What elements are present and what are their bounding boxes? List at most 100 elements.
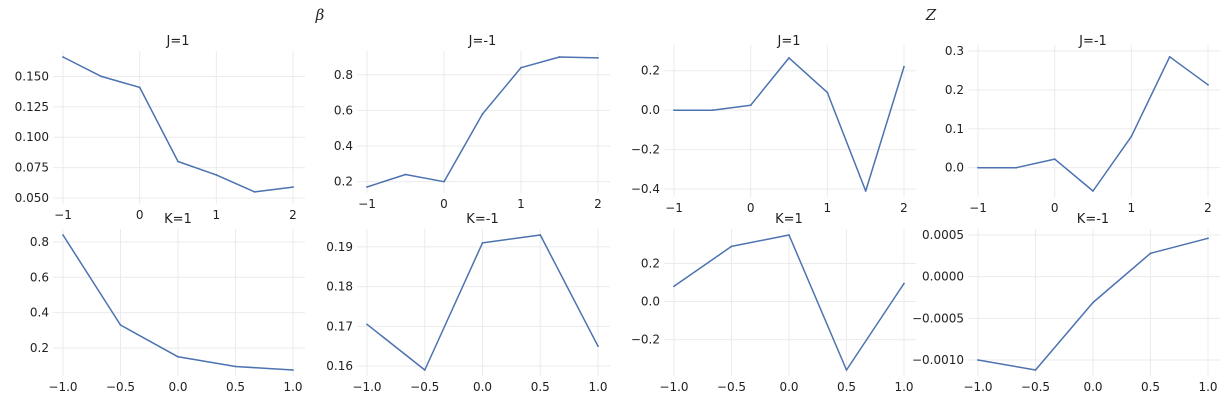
subplot-3: −0.4 −0.2 0.0 0.2 −1 0 1 2 J=1: [631, 34, 916, 215]
x-tick-label: 0.0: [779, 380, 798, 394]
x-tick-label: 1: [517, 197, 525, 211]
y-tick-label: 0.18: [326, 280, 353, 294]
data-point: [1053, 158, 1056, 161]
series-line: [366, 56, 599, 188]
data-point: [1092, 301, 1094, 304]
data-point: [520, 66, 522, 69]
x-tick-label: 2: [1204, 201, 1212, 215]
data-point: [366, 323, 368, 326]
data-point: [730, 245, 733, 248]
data-point: [215, 174, 218, 176]
data-point: [1034, 369, 1037, 371]
y-tick-label: 0.050: [15, 191, 49, 205]
x-tick-label: 0: [747, 201, 755, 215]
data-point: [539, 234, 542, 236]
x-tick-label: 1: [213, 208, 221, 222]
y-tick-label: 0.17: [326, 319, 353, 333]
y-tick-label: 0.0000: [922, 270, 964, 284]
y-tick-label: 0.075: [15, 161, 49, 175]
y-tick-label: 0.2: [334, 175, 353, 189]
data-point: [845, 369, 848, 371]
series-line: [978, 56, 1209, 192]
data-point: [62, 234, 64, 236]
data-point: [1207, 83, 1209, 86]
data-point: [366, 186, 368, 188]
y-tick-label: 0.4: [30, 306, 49, 320]
data-point: [1130, 135, 1133, 138]
x-tick-label: −1: [358, 197, 376, 211]
x-tick-label: −1.0: [48, 380, 77, 394]
x-tick-label: −0.5: [106, 380, 135, 394]
x-tick-label: 0.5: [531, 380, 550, 394]
y-tick-label: −0.0010: [912, 353, 964, 367]
data-point: [177, 160, 179, 163]
x-tick-label: 1.0: [1198, 380, 1217, 394]
data-point: [100, 75, 103, 78]
y-tick-label: −0.2: [631, 143, 660, 157]
y-tick-label: 0.3: [945, 44, 964, 58]
subplot-5: 0.2 0.4 0.6 0.8 −1.0 −0.5 0.0 0.5 1.0 K=1: [30, 212, 305, 394]
y-tick-label: 0.19: [326, 240, 353, 254]
data-point: [443, 180, 445, 183]
data-point: [481, 113, 484, 115]
subplot-8: −0.0010 −0.0005 0.0000 0.0005 −1.0 −0.5 0.0 0.5…: [912, 212, 1220, 394]
data-point: [1207, 237, 1209, 240]
y-tick-label: 0.150: [15, 69, 49, 83]
x-tick-label: 0: [440, 197, 448, 211]
x-tick-label: 0.5: [1141, 380, 1160, 394]
subplot-title: K=-1: [466, 212, 498, 227]
x-tick-label: 0.5: [226, 380, 245, 394]
data-point: [977, 166, 979, 169]
data-point: [1149, 252, 1152, 255]
y-tick-label: 0.2: [641, 64, 660, 78]
x-tick-label: 1: [1128, 201, 1136, 215]
data-point: [292, 369, 294, 371]
subplot-title: J=-1: [1078, 34, 1107, 49]
data-point: [119, 324, 122, 326]
subplot-2: 0.2 0.4 0.6 0.8 −1 0 1 2 J=-1: [334, 34, 610, 211]
x-tick-label: 1: [824, 201, 832, 215]
x-tick-label: −1.0: [352, 380, 381, 394]
data-point: [1092, 190, 1094, 192]
data-point: [749, 104, 752, 107]
data-point: [177, 355, 179, 358]
x-tick-label: 0.0: [1083, 380, 1102, 394]
x-tick-label: −1: [54, 208, 72, 222]
subplot-title: J=1: [166, 34, 190, 49]
subplot-6: 0.16 0.17 0.18 0.19 −1.0 −0.5 0.0 0.5 1.0 K=-1: [326, 212, 610, 394]
subplot-4: 0.0 0.1 0.2 0.3 −1 0 1 2 J=-1: [945, 34, 1220, 215]
y-tick-label: 0.4: [334, 139, 353, 153]
data-point: [253, 191, 256, 193]
data-point: [481, 242, 484, 244]
data-point: [234, 365, 237, 368]
data-point: [62, 56, 64, 58]
x-tick-label: −0.5: [410, 380, 439, 394]
x-tick-label: 1.0: [588, 380, 607, 394]
data-point: [903, 65, 905, 68]
y-tick-label: 0.1: [945, 122, 964, 136]
y-tick-label: −0.2: [631, 333, 660, 347]
y-tick-label: 0.16: [326, 359, 353, 373]
x-tick-label: 2: [594, 197, 602, 211]
subplot-title: K=1: [775, 212, 803, 227]
y-tick-label: 0.0: [641, 295, 660, 309]
y-tick-label: 0.0005: [922, 228, 964, 242]
data-point: [673, 109, 675, 112]
series-line: [674, 57, 905, 192]
x-tick-label: −1: [665, 201, 683, 215]
data-point: [597, 56, 599, 59]
data-point: [423, 369, 426, 371]
data-point: [826, 91, 829, 94]
x-tick-label: −1.0: [659, 380, 688, 394]
data-point: [977, 359, 979, 361]
data-point: [558, 56, 561, 58]
x-tick-label: 2: [289, 208, 297, 222]
y-tick-label: 0.6: [334, 103, 353, 117]
series-line: [62, 56, 294, 193]
data-point: [1168, 55, 1171, 58]
data-point: [788, 57, 790, 59]
x-tick-label: 1.0: [894, 380, 913, 394]
y-tick-label: −0.0005: [912, 311, 964, 325]
